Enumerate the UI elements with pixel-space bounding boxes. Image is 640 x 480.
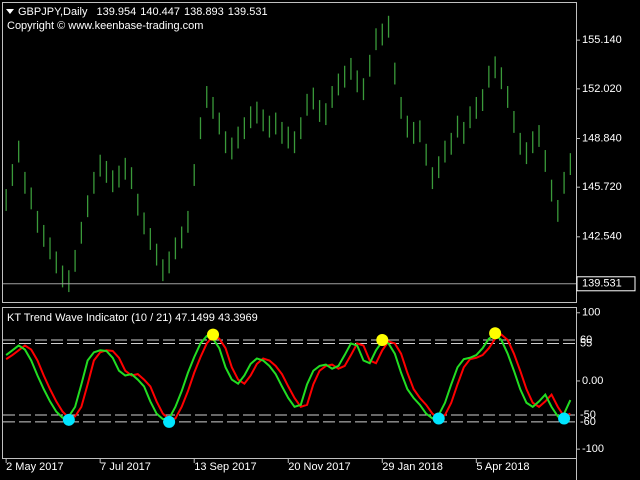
- low: 138.893: [184, 6, 224, 18]
- indicator-line: [5, 333, 571, 421]
- x-tick-label: 7 Jul 2017: [100, 461, 151, 473]
- level-label: 55: [580, 337, 592, 349]
- open: 139.954: [97, 6, 137, 18]
- current-price-label: 139.531: [582, 278, 622, 290]
- indicator-panel: [2, 307, 577, 459]
- price-label-box: [576, 276, 636, 292]
- y-tick-label: -100: [582, 443, 604, 455]
- y-tick-label: 100: [582, 307, 600, 319]
- header: GBPJPY,Daily 139.954 140.447 138.893 139.531: [18, 6, 268, 18]
- indicator-line: [5, 333, 572, 421]
- y-tick-label: 155.140: [582, 34, 622, 46]
- signal-dot: [376, 334, 389, 347]
- x-tick-label: 2 May 2017: [6, 461, 63, 473]
- signal-dot: [558, 412, 571, 425]
- signal-dot: [163, 415, 176, 428]
- x-tick-label: 13 Sep 2017: [194, 461, 256, 473]
- y-tick-label: 148.840: [582, 132, 622, 144]
- signal-dot: [207, 328, 220, 341]
- signal-dot: [432, 412, 445, 425]
- level-label: -50: [580, 409, 596, 421]
- level-label: -60: [580, 416, 596, 428]
- close: 139.531: [228, 6, 268, 18]
- y-tick-label: 142.540: [582, 231, 622, 243]
- y-tick-label: 152.020: [582, 83, 622, 95]
- copyright: Copyright © www.keenbase-trading.com: [7, 20, 203, 32]
- price-panel: [2, 2, 577, 303]
- signal-dot: [62, 413, 75, 426]
- indicator-title: KT Trend Wave Indicator (10 / 21) 47.149…: [7, 312, 258, 324]
- level-label: 60: [580, 334, 592, 346]
- high: 140.447: [140, 6, 180, 18]
- symbol: GBPJPY,Daily: [18, 6, 88, 18]
- y-tick-label: 145.720: [582, 181, 622, 193]
- x-tick-label: 29 Jan 2018: [382, 461, 443, 473]
- y-tick-label: 0.00: [582, 375, 603, 387]
- x-tick-label: 20 Nov 2017: [288, 461, 350, 473]
- signal-dot: [489, 327, 502, 340]
- menu-triangle[interactable]: [6, 9, 14, 14]
- x-tick-label: 5 Apr 2018: [476, 461, 529, 473]
